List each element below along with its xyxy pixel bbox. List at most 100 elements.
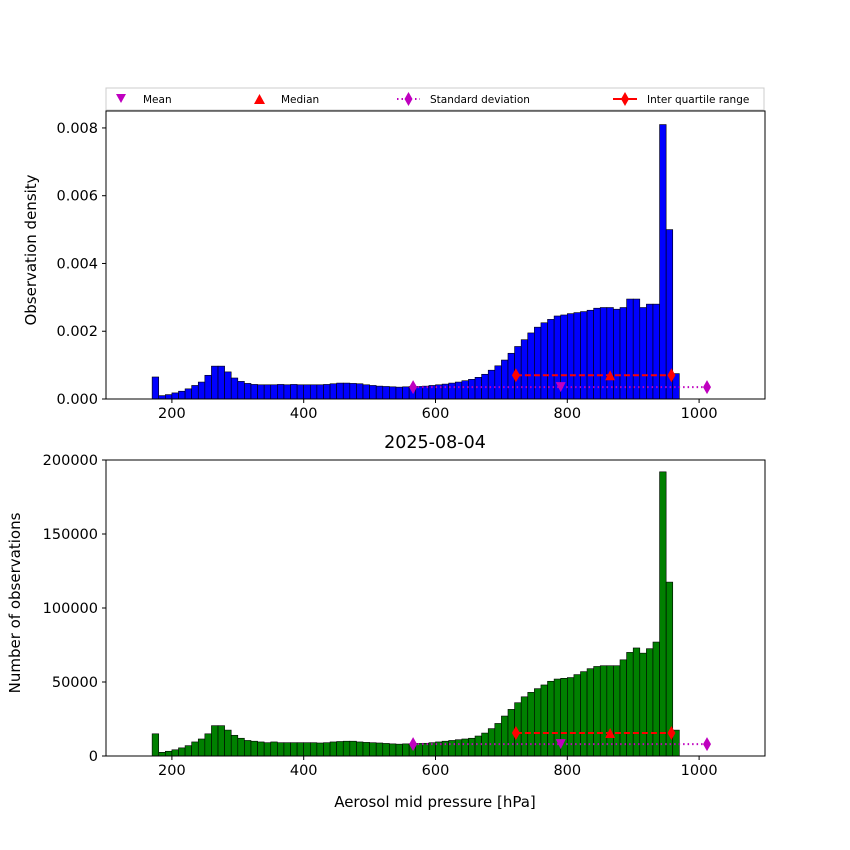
histogram-bar <box>454 739 463 757</box>
histogram-bar <box>369 385 377 400</box>
histogram-bar <box>599 665 608 757</box>
histogram-bar <box>356 383 364 400</box>
histogram-bar <box>481 732 489 757</box>
histogram-bar <box>309 742 318 757</box>
histogram-bar <box>290 742 298 757</box>
histogram-bar <box>296 742 304 757</box>
histogram-bar <box>171 392 179 400</box>
histogram-bar <box>263 384 272 400</box>
chart-title: 2025-08-04 <box>384 433 486 453</box>
histogram-bar <box>461 380 469 400</box>
histogram-bar <box>527 332 535 400</box>
legend-entry-median: Median <box>254 94 319 106</box>
histogram-bar <box>362 742 370 757</box>
histogram-bar <box>303 742 311 757</box>
histogram-bar <box>151 376 160 400</box>
histogram-bar <box>263 742 272 757</box>
histogram-bar <box>323 384 331 400</box>
legend-entry-iqr: Inter quartile range <box>613 92 749 106</box>
histogram-bar <box>184 745 192 757</box>
histogram-bar <box>501 715 509 757</box>
mean-marker <box>555 382 566 393</box>
histogram-bar <box>204 374 212 400</box>
histogram-bar <box>211 725 219 757</box>
density-histogram-panel: 200 400 600 800 1000 0.0000.0020.0040.0060.0… <box>22 110 766 422</box>
histogram-bar <box>336 741 344 757</box>
y-tick-label: 100000 <box>43 601 98 617</box>
x-tick-label: 600 <box>422 406 450 422</box>
histogram-bar <box>586 309 594 400</box>
histogram-bar <box>402 386 410 400</box>
histogram-bar <box>230 377 239 400</box>
histogram-bar <box>619 307 627 400</box>
legend-mean-label: Mean <box>143 94 172 106</box>
histogram-bar <box>520 696 529 757</box>
histogram-bar <box>270 741 278 757</box>
histogram-bar <box>237 737 245 757</box>
histogram-bar <box>369 742 377 757</box>
histogram-bar <box>395 386 403 400</box>
histogram-bar <box>197 738 206 757</box>
histogram-bar <box>593 666 601 757</box>
histogram-bar <box>323 742 331 757</box>
histogram-bar <box>395 743 403 757</box>
histogram-bar <box>613 665 621 757</box>
histogram-bar <box>244 383 252 400</box>
density-statistics <box>409 368 712 395</box>
median-marker <box>605 370 616 381</box>
histogram-bar <box>619 659 627 757</box>
legend: Mean Median Standard deviation Inter qua… <box>105 87 765 111</box>
histogram-bar <box>632 647 641 757</box>
histogram-bar <box>606 307 614 400</box>
histogram-bar <box>270 384 278 400</box>
x-tick-label: 800 <box>553 406 581 422</box>
histogram-bar <box>573 312 581 400</box>
x-tick-label: 800 <box>553 763 581 779</box>
y-tick-label: 0.002 <box>56 324 98 340</box>
median-marker-icon <box>254 94 265 104</box>
histogram-bar <box>316 384 324 400</box>
count-x-axis: 200 400 600 800 1000 <box>158 756 718 779</box>
density-y-axis-label: Observation density <box>22 174 40 325</box>
histogram-bar <box>606 665 614 757</box>
histogram-bar <box>474 377 482 400</box>
iqr-lower-marker <box>511 368 520 383</box>
histogram-bar <box>487 728 496 757</box>
histogram-bar <box>257 384 265 400</box>
histogram-bar <box>237 381 245 400</box>
histogram-bar <box>257 741 265 757</box>
histogram-bar <box>586 668 594 757</box>
histogram-bar <box>165 394 173 400</box>
histogram-bar <box>646 303 654 400</box>
histogram-bar <box>415 743 423 757</box>
x-tick-label: 1000 <box>681 406 718 422</box>
histogram-bar <box>659 471 667 757</box>
histogram-bar <box>217 725 225 757</box>
histogram-bar <box>454 381 463 400</box>
iqr-marker-icon <box>621 92 629 106</box>
histogram-bar <box>356 741 364 757</box>
histogram-bar <box>342 740 351 757</box>
histogram-bar <box>204 733 212 757</box>
x-tick-label: 200 <box>158 406 186 422</box>
median-marker <box>605 728 616 739</box>
mean-marker-icon <box>116 94 126 103</box>
density-bars <box>151 124 680 400</box>
histogram-bar <box>184 388 192 400</box>
histogram-bar <box>422 742 430 757</box>
density-y-axis: 0.000 0.002 0.004 0.006 0.008 <box>56 121 106 408</box>
histogram-bar <box>197 381 206 400</box>
y-tick-label: 50000 <box>52 675 98 691</box>
histogram-bar <box>593 307 601 400</box>
histogram-bar <box>224 729 232 757</box>
histogram-bar <box>224 371 232 400</box>
count-histogram-panel: 200 400 600 800 1000 0 50000 100000 150000 20000… <box>6 453 766 779</box>
y-tick-label: 0 <box>89 749 98 765</box>
histogram-bar <box>639 307 647 400</box>
histogram-bar <box>277 742 285 757</box>
histogram-bar <box>309 384 318 400</box>
std-lower-marker <box>409 380 418 395</box>
legend-entry-std: Standard deviation <box>397 92 530 106</box>
histogram-bar <box>646 648 654 757</box>
count-statistics <box>409 726 712 752</box>
